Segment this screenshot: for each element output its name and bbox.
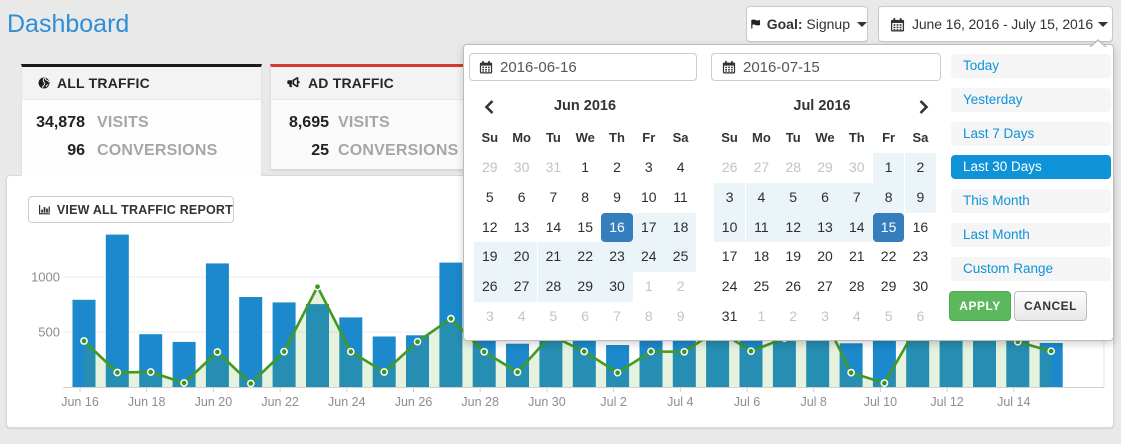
svg-text:1000: 1000 (31, 270, 60, 285)
svg-text:Jun 22: Jun 22 (261, 395, 299, 409)
svg-text:Jun 16: Jun 16 (61, 395, 99, 409)
svg-text:Jul 10: Jul 10 (864, 395, 897, 409)
svg-text:Jun 18: Jun 18 (128, 395, 166, 409)
svg-text:Jul 4: Jul 4 (667, 395, 693, 409)
svg-text:Jun 30: Jun 30 (528, 395, 566, 409)
svg-text:Jun 26: Jun 26 (395, 395, 433, 409)
svg-text:Jul 14: Jul 14 (997, 395, 1030, 409)
svg-text:Jun 24: Jun 24 (328, 395, 366, 409)
svg-text:Jul 2: Jul 2 (600, 395, 626, 409)
svg-text:500: 500 (38, 325, 60, 340)
svg-text:Jun 28: Jun 28 (461, 395, 499, 409)
svg-text:Jul 8: Jul 8 (800, 395, 826, 409)
svg-text:Jul 12: Jul 12 (930, 395, 963, 409)
svg-text:Jul 6: Jul 6 (734, 395, 760, 409)
svg-text:Jun 20: Jun 20 (195, 395, 233, 409)
